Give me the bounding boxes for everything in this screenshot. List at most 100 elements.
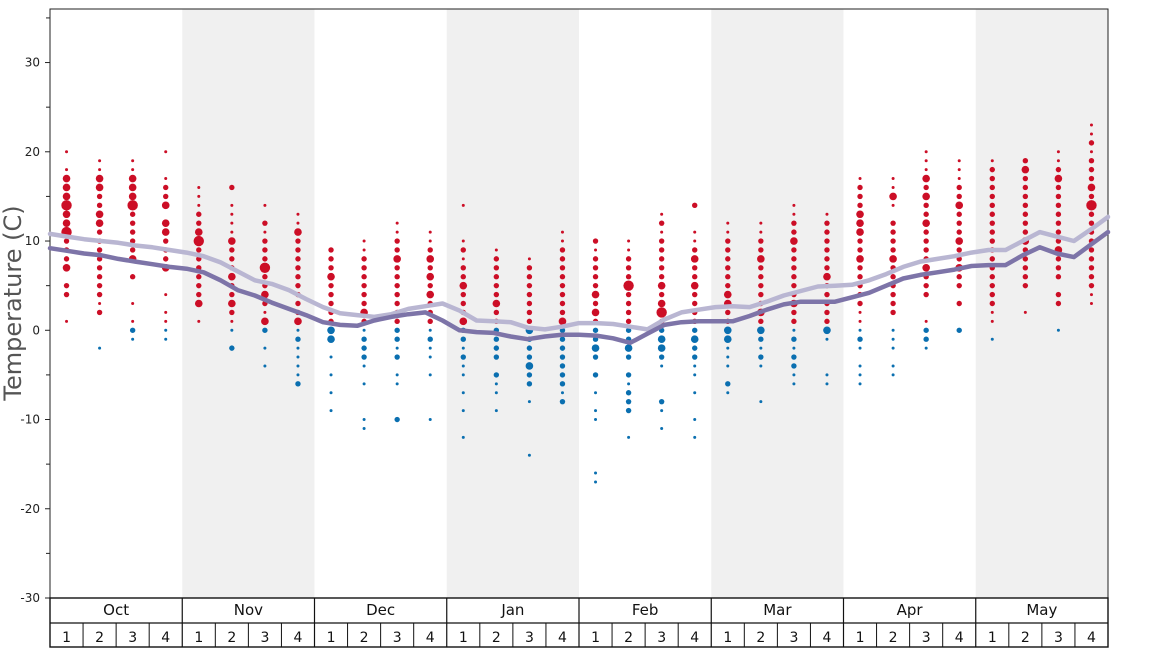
temperature-point <box>559 381 566 387</box>
temperature-point <box>857 247 863 253</box>
temperature-point <box>558 317 567 326</box>
temperature-point <box>559 265 566 271</box>
temperature-point <box>196 291 202 298</box>
temperature-point <box>494 248 498 252</box>
temperature-point <box>460 336 466 342</box>
temperature-point <box>129 229 136 235</box>
temperature-point <box>164 328 168 332</box>
temperature-point <box>989 274 995 280</box>
temperature-point <box>856 255 864 263</box>
temperature-point <box>758 274 764 280</box>
week-label: 2 <box>756 630 765 646</box>
y-tick-label: 20 <box>25 145 40 159</box>
temperature-point <box>559 363 566 369</box>
temperature-point <box>759 221 763 225</box>
temperature-point <box>824 309 830 316</box>
temperature-point <box>594 248 598 252</box>
temperature-point <box>792 203 796 207</box>
temperature-point <box>96 282 103 289</box>
temperature-point <box>591 290 600 299</box>
temperature-point <box>625 318 632 325</box>
temperature-point <box>428 355 432 359</box>
temperature-point <box>361 300 367 307</box>
temperature-point <box>362 328 366 332</box>
week-label: 2 <box>624 630 633 646</box>
y-tick-label: 30 <box>25 56 40 70</box>
temperature-point <box>791 229 797 235</box>
temperature-point <box>129 327 136 333</box>
temperature-point <box>625 398 632 405</box>
temperature-point <box>460 274 466 280</box>
temperature-point <box>362 239 366 243</box>
temperature-point <box>1086 200 1097 211</box>
temperature-point <box>891 364 895 368</box>
temperature-point <box>63 291 70 298</box>
temperature-point <box>924 168 928 172</box>
temperature-point <box>723 326 732 335</box>
temperature-point <box>229 309 235 316</box>
temperature-point <box>627 248 631 252</box>
temperature-point <box>394 291 400 298</box>
temperature-point <box>1022 158 1029 164</box>
temperature-point <box>923 238 929 244</box>
temperature-point <box>989 220 995 226</box>
temperature-point <box>791 309 797 316</box>
week-label: 3 <box>128 630 137 646</box>
temperature-point <box>693 435 697 439</box>
week-label: 2 <box>227 630 236 646</box>
temperature-point <box>394 336 400 342</box>
temperature-point <box>890 291 896 298</box>
temperature-point <box>1088 158 1095 164</box>
temperature-point <box>656 307 667 318</box>
temperature-point <box>459 317 468 326</box>
temperature-point <box>296 373 300 377</box>
temperature-point <box>526 265 533 271</box>
temperature-point <box>592 265 599 271</box>
temperature-point <box>726 364 730 368</box>
temperature-point <box>989 282 995 289</box>
temperature-point <box>690 281 699 290</box>
temperature-point <box>857 238 863 244</box>
temperature-point <box>858 346 862 350</box>
temperature-point <box>164 293 168 297</box>
temperature-point <box>161 219 170 227</box>
y-axis: 30 20 10 0 -10 -20 -30 <box>20 17 50 605</box>
temperature-point <box>164 319 168 323</box>
temperature-point <box>560 230 564 234</box>
temperature-point <box>627 239 631 243</box>
temperature-point <box>526 345 533 351</box>
temperature-point <box>824 256 830 262</box>
temperature-point <box>625 372 632 378</box>
temperature-point <box>96 229 103 235</box>
temperature-point <box>493 274 500 280</box>
temperature-point <box>657 344 666 352</box>
week-label: 1 <box>327 630 336 646</box>
temperature-point <box>493 282 500 289</box>
temperature-point <box>1055 202 1062 209</box>
temperature-point <box>1088 282 1095 289</box>
temperature-point <box>657 281 666 290</box>
week-label: 4 <box>426 630 435 646</box>
temperature-point <box>428 230 432 234</box>
temperature-point <box>164 310 168 314</box>
temperature-point <box>129 274 136 280</box>
temperature-point <box>559 256 566 262</box>
temperature-point <box>229 247 235 253</box>
week-label: 1 <box>459 630 468 646</box>
temperature-point <box>228 237 236 245</box>
temperature-point <box>427 247 433 253</box>
temperature-point <box>858 328 862 332</box>
temperature-point <box>692 274 698 280</box>
temperature-point <box>758 354 764 360</box>
temperature-point <box>660 426 664 430</box>
temperature-point <box>658 220 665 226</box>
temperature-point <box>161 201 170 210</box>
temperature-point <box>891 346 895 350</box>
temperature-point <box>394 300 400 307</box>
temperature-point <box>361 274 367 280</box>
temperature-point <box>295 282 301 289</box>
temperature-point <box>726 391 730 395</box>
temperature-point <box>923 229 929 235</box>
temperature-point <box>95 183 104 192</box>
month-band <box>975 9 1108 598</box>
